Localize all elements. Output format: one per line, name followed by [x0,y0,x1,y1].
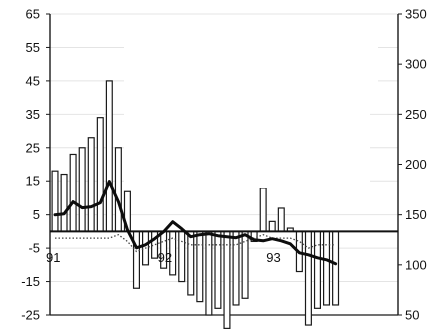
solid-series-line [53,180,338,266]
left-tick-label: 5 [33,207,40,222]
right-tick-label: 150 [405,207,427,222]
bar [114,147,122,232]
bar [178,230,186,283]
bar [60,173,68,232]
bar [268,220,276,232]
bar [78,147,86,232]
left-tick-label: 35 [26,107,40,122]
bar [223,230,231,329]
label-overlay [124,28,378,188]
right-tick-label: 50 [405,308,419,323]
bar [132,230,141,289]
left-tick-label: 55 [26,40,40,55]
year-labels: 91 92 93 [46,250,281,265]
left-tick-label: 25 [26,140,40,155]
bar [51,170,59,232]
bar [205,230,213,316]
bar [69,153,77,232]
left-tick-label: 45 [26,73,40,88]
left-tick-label: -5 [28,241,40,256]
bar [277,207,285,232]
bar [313,230,321,309]
year-label: 92 [158,250,172,265]
bar [304,230,312,326]
bar [96,117,104,232]
left-tick-label: -15 [21,274,40,289]
right-tick-label: 100 [405,257,427,272]
left-tick-label: -25 [21,308,40,323]
tick-labels: 65 55 45 35 25 15 5 -5 -15 -25 350 300 250 200 150 100 5… [21,7,427,323]
bar [332,230,340,306]
bar [187,230,195,296]
bar [259,187,267,232]
year-label: 91 [46,250,60,265]
left-tick-label: 15 [26,174,40,189]
right-tick-label: 200 [405,157,427,172]
bar [87,137,95,232]
right-tick-label: 300 [405,57,427,72]
bar [323,230,331,306]
bar [232,230,240,306]
left-tick-label: 65 [26,7,40,22]
blank-overlay-edge [370,28,378,108]
bar [105,80,113,232]
bar [241,230,249,299]
right-tick-label: 350 [405,7,427,22]
bar [196,230,204,303]
line-series [53,180,338,266]
dotted-series-line [55,233,336,253]
right-tick-label: 250 [405,107,427,122]
bar [214,230,222,309]
blank-overlay [124,28,370,188]
year-label: 93 [266,250,280,265]
